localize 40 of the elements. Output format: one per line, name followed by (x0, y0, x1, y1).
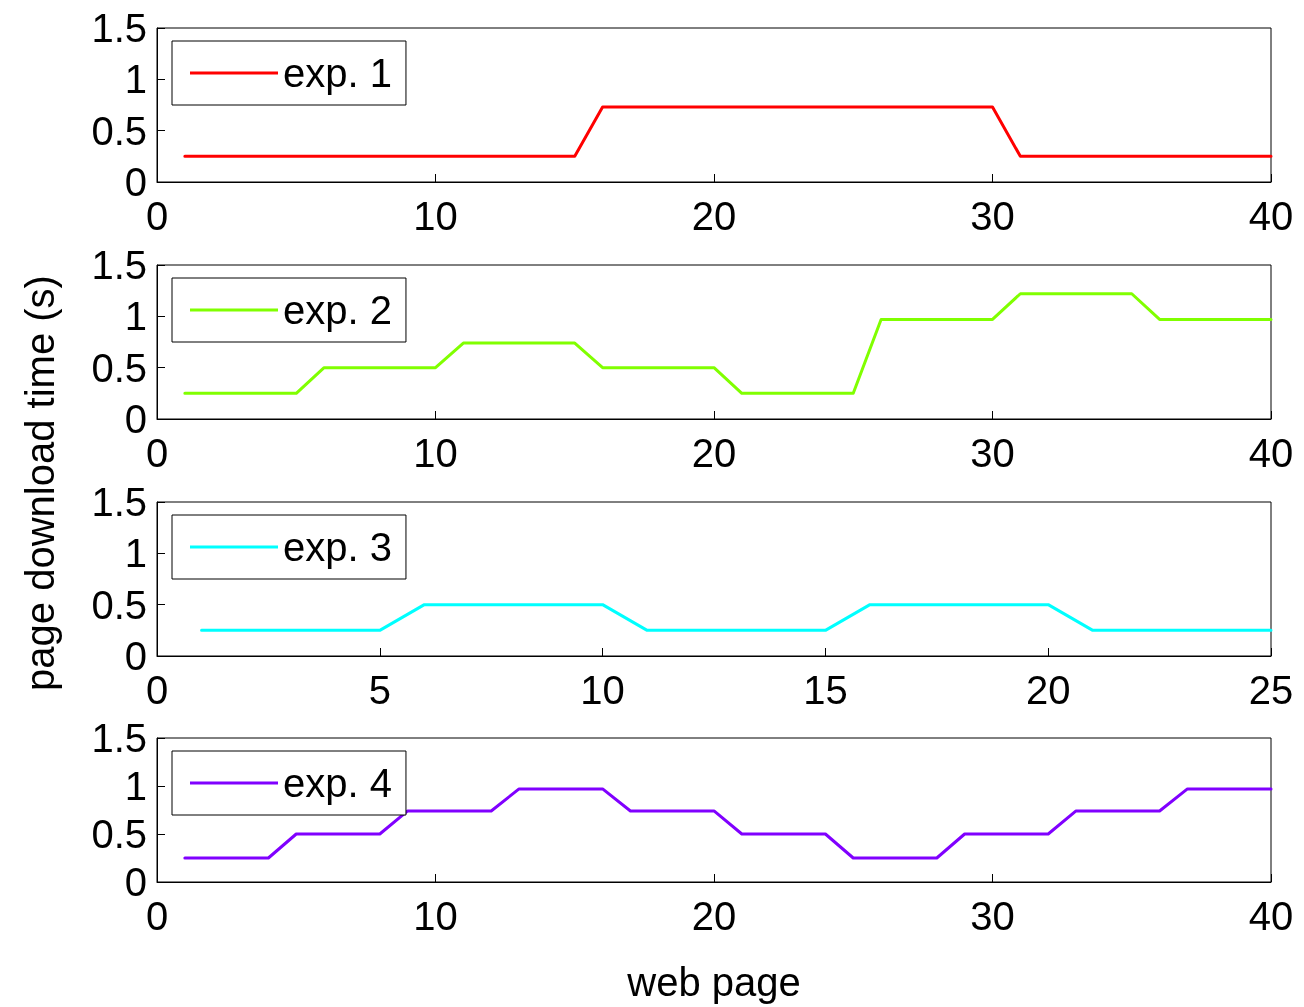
y-tick-label: 1 (124, 764, 147, 808)
x-tick-label: 10 (413, 431, 458, 475)
line-series (183, 292, 1273, 395)
x-tick-label: 5 (368, 668, 391, 712)
x-tick-label: 20 (691, 194, 737, 238)
y-tick-label: 1.5 (91, 716, 147, 760)
y-axis-title: page download time (s) (17, 275, 63, 691)
y-tick-label: 1.5 (91, 6, 147, 50)
x-tick-label: 40 (1248, 431, 1294, 475)
x-tick-label: 30 (970, 194, 1015, 238)
legend-label: exp. 1 (283, 51, 392, 95)
x-tick-label: 40 (1248, 894, 1294, 938)
y-tick-label: 1.5 (91, 480, 147, 524)
y-tick-label: 0 (124, 397, 147, 441)
x-tick-label: 20 (691, 894, 737, 938)
x-tick-label: 20 (691, 431, 737, 475)
y-tick-label: 1 (124, 294, 147, 339)
legend-label: exp. 4 (283, 761, 392, 805)
y-tick-label: 0 (124, 860, 147, 904)
x-tick-label: 30 (970, 431, 1015, 475)
legend-label: exp. 2 (283, 288, 392, 332)
y-tick-label: 0.5 (91, 108, 147, 153)
x-tick-label: 40 (1248, 194, 1294, 238)
x-tick-label: 15 (803, 668, 848, 712)
y-tick-label: 0 (124, 160, 147, 204)
x-tick-label: 30 (970, 894, 1015, 938)
y-tick-label: 0.5 (91, 582, 147, 627)
x-tick-label: 25 (1248, 668, 1294, 712)
y-tick-label: 0.5 (91, 812, 147, 856)
x-tick-label: 10 (413, 894, 458, 938)
legend-label: exp. 3 (283, 525, 392, 569)
x-tick-label: 20 (1025, 668, 1071, 712)
x-tick-label: 10 (413, 194, 458, 238)
y-tick-label: 1 (124, 57, 147, 102)
y-tick-label: 1 (124, 531, 147, 576)
x-axis-title: web page (626, 960, 801, 1004)
y-tick-label: 0 (124, 634, 147, 678)
y-tick-label: 0.5 (91, 345, 147, 390)
y-tick-label: 1.5 (91, 243, 147, 287)
x-tick-label: 10 (580, 668, 625, 712)
